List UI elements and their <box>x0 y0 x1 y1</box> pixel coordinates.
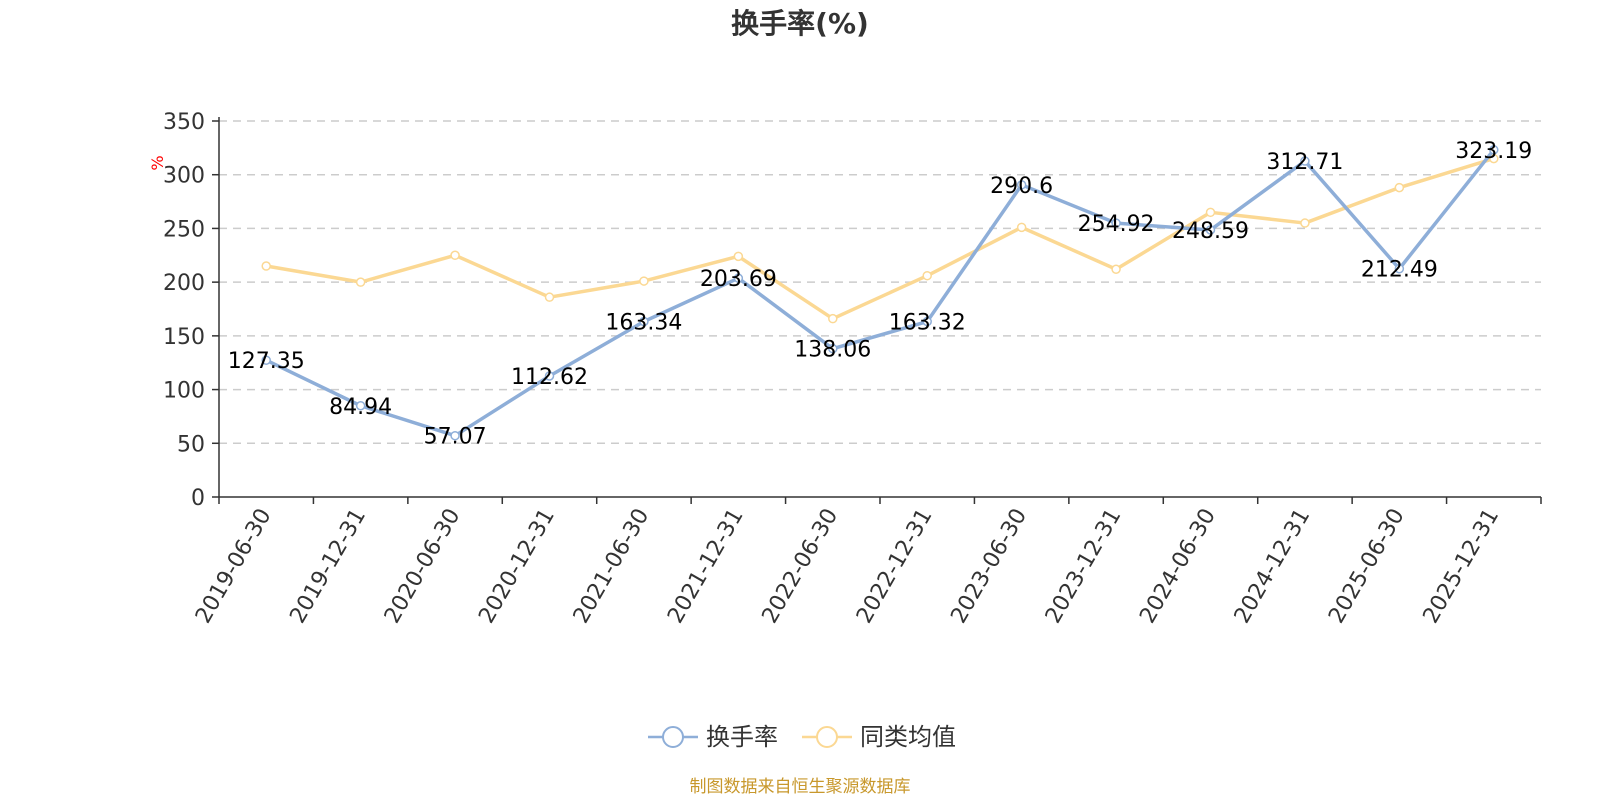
data-label: 212.49 <box>1361 258 1438 283</box>
data-label: 163.32 <box>889 311 966 336</box>
data-label: 163.34 <box>605 311 682 336</box>
data-point[interactable] <box>828 343 838 354</box>
y-tick-label: 0 <box>191 486 205 511</box>
y-tick-label: 300 <box>163 164 205 189</box>
data-label: 57.07 <box>424 425 487 450</box>
data-point[interactable] <box>1016 180 1027 190</box>
data-labels: 127.35 84.94 57.07 112.62 163.34 203.69 138.06… <box>228 139 1533 450</box>
legend-peer-average-marker <box>816 726 838 748</box>
chart-title: 换手率(%) <box>731 7 869 40</box>
x-tick-label: 2020-12-31 <box>474 505 560 628</box>
legend-turnover-marker <box>662 726 684 748</box>
x-tick-label: 2022-06-30 <box>758 505 844 628</box>
x-tick-label: 2022-12-31 <box>852 505 938 628</box>
data-point[interactable] <box>639 276 649 286</box>
data-point[interactable] <box>261 261 271 271</box>
y-unit-label: % <box>148 155 167 170</box>
x-tick-label: 2019-06-30 <box>191 505 277 628</box>
data-point[interactable] <box>1111 218 1121 228</box>
data-label: 138.06 <box>794 338 871 363</box>
axes: 0 50 100 150 200 250 300 350 2019-06-30 2019-12-3… <box>163 110 1542 628</box>
legend-item-turnover[interactable]: 换手率 <box>648 723 778 751</box>
legend-turnover-label: 换手率 <box>706 723 778 751</box>
data-label: 290.6 <box>990 174 1053 199</box>
legend-item-peer-average[interactable]: 同类均值 <box>802 723 956 751</box>
data-label: 248.59 <box>1172 219 1249 244</box>
x-tick-label: 2020-06-30 <box>380 504 466 627</box>
data-label: 112.62 <box>511 365 588 390</box>
data-point[interactable] <box>1205 207 1216 218</box>
data-point[interactable] <box>544 371 555 381</box>
data-label: 254.92 <box>1078 212 1155 237</box>
data-point[interactable] <box>1300 156 1310 166</box>
data-point[interactable] <box>1111 264 1121 275</box>
data-point[interactable] <box>1016 222 1027 233</box>
data-point[interactable] <box>1394 263 1405 274</box>
data-label: 203.69 <box>700 267 777 292</box>
data-point[interactable] <box>544 292 555 302</box>
data-point[interactable] <box>1489 153 1499 164</box>
data-point[interactable] <box>1300 218 1310 228</box>
data-point[interactable] <box>261 355 271 365</box>
data-point[interactable] <box>450 430 460 441</box>
data-point[interactable] <box>1394 182 1405 193</box>
data-point[interactable] <box>733 251 744 262</box>
data-point[interactable] <box>450 250 460 261</box>
x-tick-label: 2024-12-31 <box>1230 505 1316 628</box>
x-tick-label: 2019-12-31 <box>285 505 371 628</box>
y-tick-label: 200 <box>163 271 205 296</box>
legend: 换手率 同类均值 <box>648 723 956 751</box>
legend-peer-average-label: 同类均值 <box>860 723 956 751</box>
x-tick-label: 2021-06-30 <box>569 505 655 628</box>
x-tick-label: 2024-06-30 <box>1135 505 1221 628</box>
data-label: 127.35 <box>228 349 305 374</box>
y-tick-label: 50 <box>177 432 205 457</box>
x-tick-label: 2023-12-31 <box>1041 505 1127 628</box>
data-point[interactable] <box>1205 225 1216 235</box>
data-point[interactable] <box>922 270 932 281</box>
x-tick-label: 2025-12-31 <box>1419 505 1505 628</box>
x-tick-label: 2023-06-30 <box>946 504 1032 627</box>
data-point[interactable] <box>828 313 838 324</box>
data-point[interactable] <box>733 273 744 283</box>
series-line-1 <box>265 156 1495 321</box>
data-label: 323.19 <box>1455 139 1532 164</box>
data-point[interactable] <box>922 316 932 327</box>
data-point[interactable] <box>355 401 366 411</box>
y-tick-label: 350 <box>163 110 205 135</box>
x-tick-label: 2025-06-30 <box>1324 505 1410 628</box>
source-note: 制图数据来自恒生聚源数据库 <box>690 777 911 797</box>
data-point[interactable] <box>1489 145 1499 155</box>
data-point[interactable] <box>639 316 649 327</box>
y-tick-label: 150 <box>163 325 205 350</box>
data-label: 84.94 <box>329 395 392 420</box>
x-tick-label: 2021-12-31 <box>663 505 749 628</box>
y-tick-label: 250 <box>163 217 205 242</box>
y-tick-label: 100 <box>163 379 205 404</box>
series-line-0 <box>265 148 1496 438</box>
data-label: 312.71 <box>1266 150 1343 175</box>
data-point[interactable] <box>355 277 366 287</box>
series <box>261 145 1499 441</box>
